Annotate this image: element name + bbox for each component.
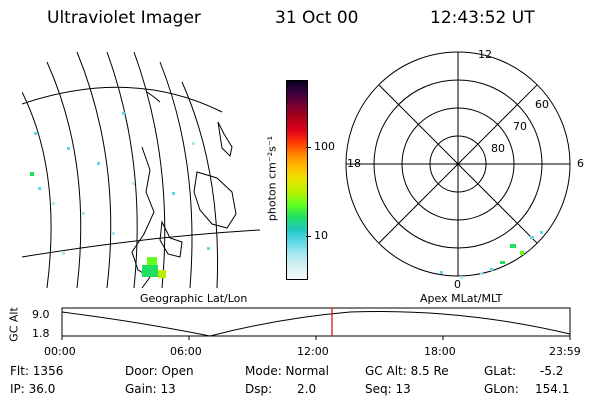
sequence-number: Seq: 13 — [365, 382, 411, 396]
geographic-map-label: Geographic Lat/Lon — [140, 292, 248, 305]
altitude-tick-9: 9.0 — [32, 308, 50, 321]
color-bar-tick-10 — [306, 236, 311, 237]
mlt-label-6: 6 — [577, 157, 584, 170]
lat-label-60: 60 — [535, 98, 549, 111]
mlt-label-0: 0 — [454, 278, 461, 291]
glon-label: GLon: — [484, 382, 519, 396]
gain-value: Gain: 13 — [125, 382, 176, 396]
time-tick-1800: 18:00 — [424, 345, 456, 358]
door-status: Door: Open — [125, 364, 194, 378]
altitude-plot — [61, 307, 571, 340]
dsp-value: 2.0 — [297, 382, 317, 396]
time-tick-0600: 06:00 — [170, 345, 202, 358]
ip-value: IP: 36.0 — [10, 382, 56, 396]
geographic-map-image — [22, 52, 260, 288]
mlt-label-12: 12 — [478, 48, 492, 61]
time-tick-0000: 00:00 — [44, 345, 76, 358]
polar-plot — [345, 51, 571, 279]
color-bar-unit-label: photon cm⁻²s⁻¹ — [265, 135, 279, 222]
image-date: 31 Oct 00 — [275, 8, 359, 28]
mlt-label-18: 18 — [347, 157, 361, 170]
gc-altitude: GC Alt: 8.5 Re — [365, 364, 449, 378]
glat-value: -5.2 — [540, 364, 564, 378]
altitude-axis-label: GC Alt — [7, 307, 21, 342]
aurora-pixels — [30, 112, 210, 278]
color-bar-label-100: 100 — [314, 140, 335, 153]
color-bar — [286, 80, 308, 280]
lat-label-70: 70 — [513, 120, 527, 133]
time-tick-2359: 23:59 — [549, 345, 581, 358]
time-tick-1200: 12:00 — [297, 345, 329, 358]
mode-status: Mode: Normal — [245, 364, 329, 378]
apex-map-label: Apex MLat/MLT — [420, 292, 503, 305]
dsp-label: Dsp: — [245, 382, 273, 396]
flight-number: Flt: 1356 — [10, 364, 64, 378]
lat-label-80: 80 — [491, 142, 505, 155]
image-time: 12:43:52 UT — [430, 8, 535, 28]
instrument-title: Ultraviolet Imager — [47, 8, 201, 28]
polar-aurora-pixels — [440, 231, 543, 279]
altitude-tick-1-8: 1.8 — [32, 327, 50, 340]
color-bar-label-10: 10 — [314, 229, 328, 242]
glat-label: GLat: — [484, 364, 517, 378]
color-bar-tick-100 — [306, 147, 311, 148]
glon-value: 154.1 — [535, 382, 570, 396]
